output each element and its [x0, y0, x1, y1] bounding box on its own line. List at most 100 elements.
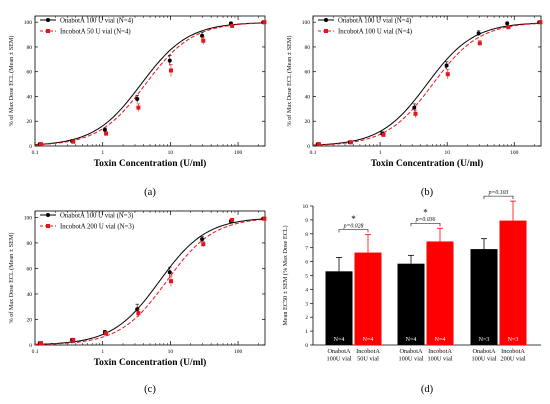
y-tick-label: 9 [305, 218, 308, 224]
data-point [167, 270, 172, 275]
data-point [476, 31, 481, 36]
y-axis-title: % of Max Dose ECL (Mean ± SEM) [286, 36, 293, 127]
x-tick-label: 10 [444, 150, 450, 156]
legend-marker [46, 224, 50, 228]
bar [325, 271, 353, 345]
fit-curve-1 [34, 22, 266, 146]
data-point [168, 68, 173, 73]
panel-label: (b) [421, 187, 434, 198]
legend-label: IncobotA 50 U vial (N=4) [60, 28, 131, 35]
data-point [316, 142, 321, 147]
data-point [135, 96, 140, 101]
legend-label: OnabotA 100 U vial (N=4) [338, 17, 411, 24]
bar-category-label-line1: IncobotA [501, 348, 525, 355]
y-tick-label: 0 [307, 144, 310, 150]
n-label: N=3 [508, 337, 519, 343]
data-point [444, 63, 449, 68]
bar-category-label-line2: 200U vial [500, 356, 525, 363]
x-axis-title: Toxin Concentration (U/ml) [94, 357, 207, 368]
bar-category-label-line2: 100U vial [427, 356, 452, 363]
bar-category-label-line2: 100U vial [326, 356, 351, 363]
n-label: N=4 [363, 337, 374, 343]
legend-label: OnabotA 100 U vial (N=4) [60, 17, 133, 24]
panel-label: (c) [144, 384, 156, 395]
legend-marker [46, 213, 50, 217]
data-point [412, 105, 417, 110]
y-tick-label: 0 [29, 343, 32, 349]
data-point [200, 237, 205, 242]
data-point [505, 21, 510, 26]
significance-bracket [483, 195, 514, 200]
y-tick-label: 10 [303, 204, 309, 210]
y-tick-label: 0 [305, 343, 308, 349]
y-tick-label: 7 [305, 246, 308, 252]
data-point [413, 111, 418, 116]
x-axis-title: Toxin Concentration (U/ml) [371, 158, 484, 169]
significance-star: * [423, 208, 428, 218]
data-point [506, 25, 511, 30]
y-tick-label: 40 [27, 94, 33, 100]
plot-frame [312, 15, 542, 147]
data-point [71, 139, 76, 144]
panel-d: 0 1 2 3 4 5 6 7 8 9 10 Mean EC50 ± SEM (% Max Dose … [282, 190, 541, 395]
x-tick-label: 10 [168, 349, 174, 355]
y-tick-label: 2 [305, 315, 308, 321]
bar [499, 220, 527, 345]
y-tick-label: 1 [305, 329, 308, 335]
x-tick-label: 0.1 [32, 150, 39, 156]
data-point [168, 279, 173, 284]
fit-curve-0 [312, 22, 542, 146]
bar [426, 241, 454, 345]
x-tick-label: 1 [379, 150, 382, 156]
x-tick-label: 1 [101, 150, 104, 156]
x-tick-label: 100 [234, 349, 243, 355]
bar [470, 249, 498, 345]
fit-curve-0 [34, 218, 266, 345]
n-label: N=4 [334, 337, 345, 343]
y-axis-title: Mean EC50 ± SEM (% Max Dose ECL) [282, 225, 289, 325]
data-point [201, 242, 206, 247]
n-label: N=4 [406, 337, 417, 343]
legend-label: IncobotA 200 U vial (N=3) [60, 223, 134, 230]
panel-a: 0 20 40 60 80 100 0.1 1 10 100 Toxin Concentration… [8, 15, 267, 198]
x-tick-label: 0.1 [32, 349, 39, 355]
bar-category-label-line1: OnabotA [399, 348, 423, 355]
y-tick-label: 60 [305, 70, 311, 76]
bar-category-label-line2: 50U vial [357, 356, 379, 363]
data-point [538, 20, 543, 25]
y-tick-label: 6 [305, 260, 308, 266]
y-tick-label: 0 [29, 144, 32, 150]
legend-label: IncobotA 100 U vial (N=4) [338, 28, 412, 35]
data-point [230, 23, 235, 28]
bar-category-label-line2: 100U vial [398, 356, 423, 363]
data-point [230, 217, 235, 222]
data-point [477, 41, 482, 46]
x-tick-label: 1 [101, 349, 104, 355]
significance-bracket [410, 222, 441, 227]
plot-frame [34, 15, 266, 147]
x-tick-label: 10 [168, 150, 174, 156]
y-axis-title: % of Max Dose ECL (Mean ± SEM) [8, 36, 15, 127]
fit-curve-1 [34, 218, 266, 346]
y-tick-label: 80 [305, 45, 311, 51]
bar [397, 263, 425, 345]
data-point [136, 105, 141, 110]
y-tick-label: 80 [27, 45, 33, 51]
bar-category-label-line2: 100U vial [471, 356, 496, 363]
data-point [262, 216, 267, 221]
fit-curve-0 [34, 22, 266, 146]
significance-bracket [338, 229, 369, 233]
y-tick-label: 40 [305, 94, 311, 100]
legend: OnabotA 100 U vial (N=3) IncobotA 200 U v… [40, 212, 134, 230]
bar-category-label-line1: IncobotA [428, 348, 452, 355]
data-point [167, 58, 172, 63]
x-axis-title: Toxin Concentration (U/ml) [94, 158, 207, 169]
y-tick-label: 20 [305, 119, 311, 125]
p-value-label: p=0.103 [488, 190, 509, 196]
legend-marker [324, 18, 328, 22]
data-point [38, 142, 43, 147]
panel-label: (a) [144, 187, 156, 198]
panel-label: (d) [421, 384, 434, 395]
n-label: N=3 [479, 337, 490, 343]
